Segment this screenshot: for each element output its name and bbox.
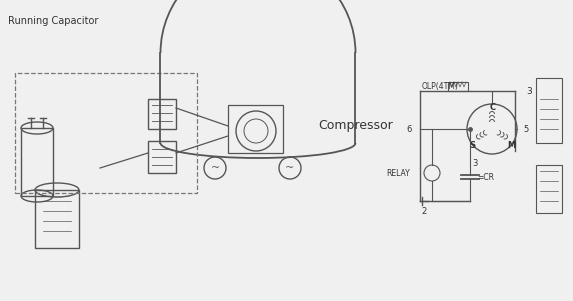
Bar (15, 73, 197, 193)
Bar (448, 82, 468, 91)
Bar (536, 78, 562, 143)
Text: OLP(4TM): OLP(4TM) (422, 82, 459, 92)
Text: Running Capacitor: Running Capacitor (8, 16, 99, 26)
Text: S: S (469, 141, 475, 150)
Bar (148, 99, 176, 129)
Bar (148, 141, 176, 173)
Text: M: M (507, 141, 515, 150)
Text: 3: 3 (472, 159, 477, 167)
Text: ~: ~ (210, 163, 219, 173)
Text: 5: 5 (523, 125, 528, 134)
Text: 6: 6 (407, 125, 412, 134)
Bar (228, 105, 283, 153)
Text: 3: 3 (526, 86, 532, 95)
Bar (35, 190, 79, 248)
Bar (21, 128, 53, 196)
Text: RELAY: RELAY (386, 169, 410, 178)
Text: =CR: =CR (477, 172, 494, 182)
Bar (536, 165, 562, 213)
Text: ~: ~ (285, 163, 295, 173)
Text: Compressor: Compressor (318, 119, 393, 132)
Text: 2: 2 (421, 207, 426, 216)
Text: C: C (490, 104, 496, 113)
